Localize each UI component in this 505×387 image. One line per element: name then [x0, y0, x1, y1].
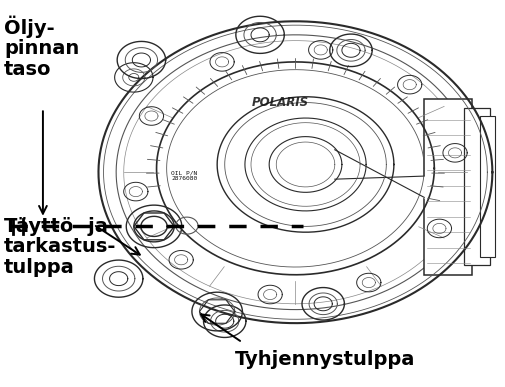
Text: POLARIS: POLARIS — [251, 96, 309, 109]
Text: Tyhjennystulppa: Tyhjennystulppa — [235, 350, 415, 369]
Text: OIL P/N
2876080: OIL P/N 2876080 — [171, 171, 197, 182]
Text: Täyttö- ja
tarkastus-
tulppa: Täyttö- ja tarkastus- tulppa — [4, 217, 117, 277]
Bar — [464, 108, 490, 265]
Bar — [424, 99, 472, 275]
Bar — [480, 116, 495, 257]
Text: Öljy-
pinnan
taso: Öljy- pinnan taso — [4, 15, 79, 79]
